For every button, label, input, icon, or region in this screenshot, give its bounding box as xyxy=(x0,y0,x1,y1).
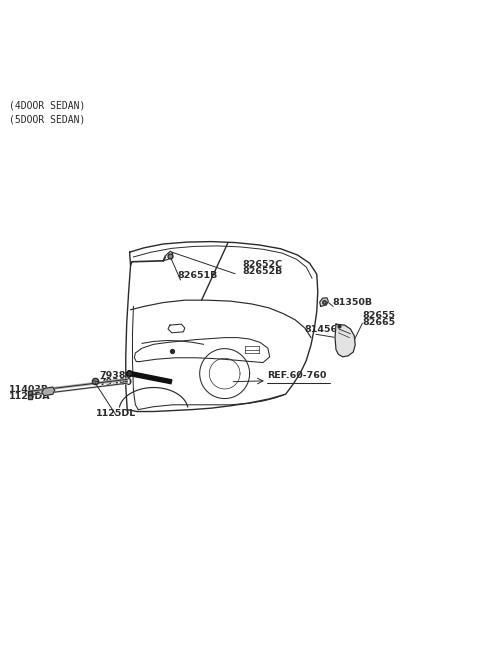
Text: 81456C: 81456C xyxy=(305,325,345,335)
Text: 81350B: 81350B xyxy=(333,298,372,308)
Text: 11403B: 11403B xyxy=(9,385,48,394)
Text: 82655: 82655 xyxy=(362,312,396,320)
Text: 79390: 79390 xyxy=(100,378,132,386)
Text: 82652C: 82652C xyxy=(242,260,283,270)
Text: 1125DL: 1125DL xyxy=(96,409,136,419)
Polygon shape xyxy=(335,324,355,357)
Polygon shape xyxy=(42,387,55,396)
Text: (4DOOR SEDAN)
(5DOOR SEDAN): (4DOOR SEDAN) (5DOOR SEDAN) xyxy=(9,100,85,124)
Text: REF.60-760: REF.60-760 xyxy=(267,371,326,380)
Text: 79380: 79380 xyxy=(100,371,133,380)
Text: 82651B: 82651B xyxy=(178,271,218,280)
Text: 82652B: 82652B xyxy=(242,267,283,276)
Polygon shape xyxy=(127,371,172,384)
Text: 82665: 82665 xyxy=(362,318,396,327)
Polygon shape xyxy=(320,298,328,306)
Text: 1125DA: 1125DA xyxy=(9,392,50,401)
